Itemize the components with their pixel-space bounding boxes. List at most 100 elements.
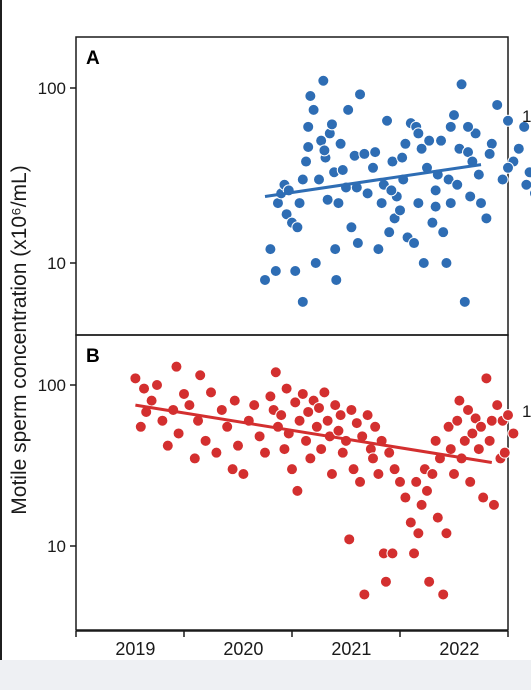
data-point: [487, 498, 500, 511]
y-tick-label: 10: [47, 537, 66, 556]
data-point: [343, 533, 356, 546]
data-point: [345, 221, 358, 234]
data-point: [444, 197, 457, 210]
panel-b-frame: [75, 334, 509, 631]
data-point: [477, 491, 490, 504]
panel-a-y-ticks: 10 100: [38, 79, 76, 273]
data-point: [507, 427, 520, 440]
data-point: [228, 394, 241, 407]
data-point: [330, 273, 343, 286]
data-point: [269, 366, 282, 379]
data-point: [315, 443, 328, 456]
y-tick-label: 10: [47, 254, 66, 273]
data-point: [496, 173, 509, 186]
data-point: [129, 372, 142, 385]
data-point: [502, 161, 514, 174]
data-point: [332, 424, 345, 437]
data-point: [375, 197, 388, 210]
data-point: [462, 403, 475, 416]
x-axis: 2019 2020 2021 2022: [75, 630, 509, 659]
data-point: [259, 273, 271, 286]
data-point: [412, 197, 425, 210]
data-point: [472, 168, 485, 181]
data-point: [367, 161, 379, 174]
data-point: [291, 221, 304, 234]
left-edge-border: [0, 0, 2, 660]
data-point: [435, 134, 448, 147]
data-point: [464, 190, 477, 203]
data-point: [429, 184, 442, 197]
data-point: [313, 401, 325, 414]
y-tick-label: 100: [38, 79, 66, 98]
data-point: [440, 257, 453, 269]
data-point: [396, 151, 409, 164]
panel-a-trend-line: [264, 163, 482, 198]
data-point: [293, 197, 306, 210]
data-point: [520, 178, 531, 191]
data-point: [138, 382, 151, 395]
data-point: [342, 103, 355, 116]
data-point: [253, 430, 266, 443]
data-point: [296, 387, 309, 400]
data-point: [134, 420, 147, 433]
data-point: [313, 173, 325, 186]
data-point: [278, 443, 291, 456]
panel-b-cut-label: 1: [522, 402, 531, 421]
data-point: [399, 137, 412, 150]
data-point: [372, 243, 385, 256]
panel-b-y-ticks: 10 100: [38, 376, 76, 556]
data-point: [321, 193, 334, 206]
data-point: [329, 399, 342, 412]
data-point: [318, 386, 331, 399]
data-point: [286, 463, 298, 476]
data-point: [293, 414, 306, 427]
data-point: [388, 463, 401, 476]
data-point: [423, 575, 436, 588]
data-point: [502, 114, 514, 127]
data-point: [458, 434, 471, 447]
data-point: [259, 446, 271, 459]
data-point: [464, 475, 477, 488]
data-point: [429, 434, 442, 447]
data-point: [178, 387, 190, 400]
data-point: [336, 446, 349, 459]
data-point: [369, 420, 382, 433]
data-point: [307, 103, 320, 116]
data-point: [440, 527, 453, 540]
data-point: [302, 405, 315, 418]
data-point: [269, 265, 282, 278]
data-point: [412, 127, 425, 140]
data-point: [334, 137, 347, 150]
data-point: [336, 163, 349, 176]
data-point: [300, 434, 313, 447]
data-point: [451, 414, 464, 427]
data-point: [469, 412, 482, 425]
panel-a-points: [259, 74, 531, 308]
data-point: [444, 120, 457, 133]
data-point: [421, 484, 433, 497]
data-point: [404, 516, 417, 529]
data-point: [358, 147, 371, 160]
data-point: [379, 575, 392, 588]
data-point: [455, 78, 468, 91]
data-point: [361, 409, 374, 422]
data-point: [475, 197, 487, 210]
data-point: [451, 178, 464, 191]
data-point: [512, 142, 525, 155]
data-point: [145, 394, 158, 407]
data-point: [280, 382, 293, 395]
data-point: [329, 243, 342, 256]
panel-a-letter: A: [86, 48, 100, 69]
data-point: [448, 109, 460, 122]
data-point: [383, 226, 396, 239]
data-point: [498, 446, 511, 459]
data-point: [354, 475, 367, 488]
x-tick-label: 2021: [331, 639, 371, 659]
data-point: [469, 127, 482, 140]
data-point: [483, 434, 496, 447]
panel-b-trend-line: [135, 403, 493, 465]
data-point: [350, 417, 363, 430]
data-point: [383, 446, 396, 459]
bottom-band: [0, 660, 531, 690]
data-point: [354, 88, 367, 101]
